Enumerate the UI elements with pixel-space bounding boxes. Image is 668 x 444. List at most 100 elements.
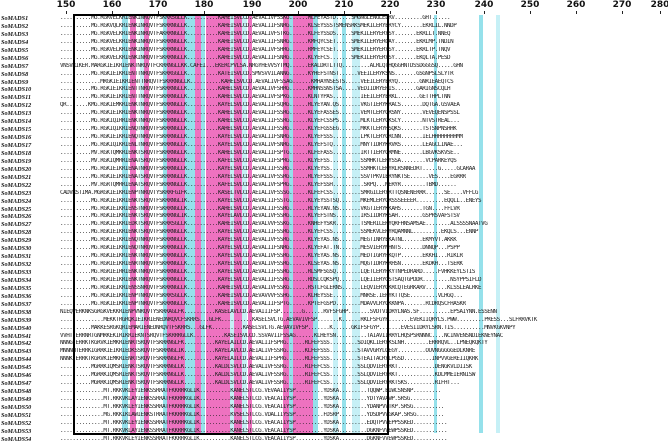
sequence-name: SoMADS41 xyxy=(1,332,32,340)
sequence-name: SoMADS43 xyxy=(1,348,32,356)
sequence-name: SoMADS52 xyxy=(1,419,32,427)
sequence-residues: ..........MG.RGRIEIRRIENKTNRQVTFSKRRNGLL… xyxy=(60,269,475,275)
ruler-tick-mark xyxy=(622,11,623,14)
sequence-residues: ..........MG.RGKIEIKRIENKTNRQVTFSKRRNGLL… xyxy=(60,253,463,260)
sequence-residues: ..............MT.RKKVKLEYIENKSSRRATFKKRR… xyxy=(60,419,448,426)
sequence-residues: ..........MG.RGKVELKRIENKINRQVTFSKRRNGLL… xyxy=(60,38,454,45)
sequence-residues: ..........MG.RGKIEIKRIENTTNRQVTFSKRRGGLL… xyxy=(60,70,454,77)
sequence-residues: ..........MV.RGRTQMRRIENATSRQVTFSKRRNGLL… xyxy=(60,181,457,188)
sequence-name: SoMADS53 xyxy=(1,427,32,435)
sequence-name: SoMADS13 xyxy=(1,110,32,118)
sequence-residues: ..........MG.RGKIEIKRIEDKTSRQVTFSKRRSGLL… xyxy=(60,221,488,228)
ruler-tick-label: 160 xyxy=(102,0,122,10)
sequence-name: SoMADS30 xyxy=(1,245,32,253)
sequence-residues: ..........MG.RGKIEIKRIENKTNRQVTFSKRRNGLL… xyxy=(60,110,460,117)
sequence-residues: ..............MT.RKKVKLAYIENKSSRRATFKKRR… xyxy=(60,427,448,434)
sequence-name: SoMADS6 xyxy=(1,54,29,62)
ruler-tick-label: 220 xyxy=(380,0,400,10)
sequence-name: SoMADS23 xyxy=(1,189,32,197)
ruler-tick-label: 260 xyxy=(566,0,586,10)
sequence-name: SoMADS19 xyxy=(1,157,32,165)
ruler-tick-label: 280 xyxy=(650,0,668,10)
sequence-residues: QR.......KMG.RGKIEMKRIENKTNRQVTFSKRRNGLL… xyxy=(60,102,460,109)
sequence-name: SoMADS50 xyxy=(1,403,32,411)
sequence-name: SoMADS38 xyxy=(1,308,32,316)
sequence-name: SoMADS25 xyxy=(1,205,32,213)
sequence-name: SoMADS4 xyxy=(1,38,29,46)
sequence-residues: ..........MV.RGKTQMKRIENKTSRQVTFSKRRNGLL… xyxy=(60,149,460,156)
sequence-name: SoMADS3 xyxy=(1,30,29,38)
sequence-residues: ..........MG.RGKIEIKRIENQTNRQVTFSKRRNGLL… xyxy=(60,245,460,252)
sequence-residues: ..........MG.RGKVELKRIENKINRQVTFSKRRNGLL… xyxy=(60,46,451,53)
ruler-tick-label: 230 xyxy=(426,0,446,10)
ruler-tick-label: 190 xyxy=(242,0,262,10)
ruler-tick-mark xyxy=(298,11,299,14)
sequence-name: SoMADS44 xyxy=(1,356,32,364)
sequence-name: SoMADS11 xyxy=(1,94,31,102)
ruler-tick-label: 270 xyxy=(612,0,632,10)
sequence-residues: VNSVRIKER.MARGKIEIKRIENKTNRQVTFCKRRNGLLK… xyxy=(60,62,463,69)
ruler-tick-mark xyxy=(344,11,345,14)
sequence-name: SoMADS9 xyxy=(1,78,29,86)
sequence-name: SoMADS39 xyxy=(1,316,32,324)
sequence-residues: ..........MG.RGKIEIKRIENATNRQVTFSKRRNGLL… xyxy=(60,165,475,172)
sequence-name: SoMADS40 xyxy=(1,324,32,332)
sequence-residues: ..........MG.RGKIEIKRIENTTNRQVTFSKRRNGLL… xyxy=(60,94,451,101)
sequence-name: SoMADS45 xyxy=(1,364,32,372)
sequence-residues: ..........MV.RGKIQMRRIENATSRQVTFSKRRNGLL… xyxy=(60,157,457,164)
sequence-name: SoMADS15 xyxy=(1,126,32,134)
sequence-name: SoMADS29 xyxy=(1,237,32,245)
sequence-residues: ..........MG.RGKVELKRIENKINRQVTFAKRRNGLL… xyxy=(60,30,451,37)
sequence-name: SoMADS1 xyxy=(1,15,29,22)
sequence-residues: ..........MG.RGRIEIKRIENKTNRQVTFSKRRNGLL… xyxy=(60,276,482,283)
ruler-tick-label: 150 xyxy=(56,0,76,10)
sequence-name: SoMADS31 xyxy=(1,253,32,261)
sequence-name: SoMADS54 xyxy=(1,435,32,443)
sequence-residues: ..........MG.RGKIQIKRIENQTNRQVTFSKRRNGLL… xyxy=(60,126,457,133)
sequence-name: SoMADS47 xyxy=(1,380,32,388)
sequence-name: SoMADS32 xyxy=(1,261,32,269)
ruler-tick-mark xyxy=(484,11,485,14)
sequence-residues: NNNKTERRKTKGRVKIEMKRIENRTSRQVTFSKRRNGLFK… xyxy=(60,356,479,363)
ruler-tick-mark xyxy=(204,11,205,14)
ruler-tick-mark xyxy=(158,11,159,14)
sequence-residues: ..............MEKKTRGRQKIEIKRIENEDNRQVCF… xyxy=(60,316,537,323)
sequence-residues: ..........MAKKESRGKQRIEMARIENEDNRQVTFSKR… xyxy=(60,324,516,331)
sequence-name: SoMADS48 xyxy=(1,388,32,396)
position-ruler: 150 160 170 180 190 200 210 220 230 240 250 260 270 2… xyxy=(0,0,668,14)
sequence-residues: VVHTTERRNRTGNMRKEKIRIKRIEKNTSRQVTFSKRRRG… xyxy=(60,332,503,339)
ruler-tick-label: 240 xyxy=(474,0,494,10)
sequence-name: SoMADS20 xyxy=(1,165,32,173)
sequence-residues: CADVRSTIMA.MGRGKIEIKRIENPTNRQVTYSKRRFGIF… xyxy=(60,189,479,196)
sequence-residues: MNNNHTERRKIGRRKIEIKRIEDKSSRQVTFSKRRNGLIK… xyxy=(60,348,475,355)
sequence-residues: ..........MGRRKIQMSRIENKTSRQVTFSKRRNGLLK… xyxy=(60,372,475,379)
ruler-tick-mark xyxy=(530,11,531,14)
ruler-tick-label: 200 xyxy=(288,0,308,10)
sequence-residues: ..............MT.RKKVKLEYIENKSSRRATFKKRR… xyxy=(60,388,441,395)
sequence-residues: ..........MGRRKIQMSRIENKTSRQVTFSKRRNGLLK… xyxy=(60,364,472,371)
sequence-name: SoMADS37 xyxy=(1,300,32,308)
sequence-name: SoMADS8 xyxy=(1,70,29,78)
sequence-name: SoMADS34 xyxy=(1,276,32,284)
sequence-name: SoMADS28 xyxy=(1,229,32,237)
sequence-name: SoMADS26 xyxy=(1,213,32,221)
sequence-residues: ..........MG.RGKIEIKRIENATSRQVTFSKRRNGLL… xyxy=(60,173,466,180)
sequence-residues: ..........MG.RGKIEIKRIENSTNRQVTFSKRRNGLL… xyxy=(60,205,460,212)
sequence-name: SoMADS36 xyxy=(1,292,32,300)
sequence-name: SoMADS46 xyxy=(1,372,32,380)
sequence-name: SoMADS24 xyxy=(1,197,32,205)
sequence-residues: ..........MG.RGKIQIKRIENLTNRQVTFSKRRNGLL… xyxy=(60,142,463,148)
sequence-residues: .............MRGKIEIKRIENTTNRQVTFSKRRNGL… xyxy=(60,78,454,85)
sequence-residues: ..........MG.RGRIEIKRIENRTNRQVTFSKRRNGLL… xyxy=(60,261,463,268)
sequence-name: SoMADS22 xyxy=(1,181,32,189)
sequence-residues: ..........MG.RGKIEIKRIENKTSRQVTFSKRRNGLL… xyxy=(60,229,479,236)
sequence-name: SoMADS35 xyxy=(1,284,32,292)
ruler-tick-mark xyxy=(576,11,577,14)
sequence-name: SoMADS14 xyxy=(1,118,32,126)
sequence-residues: ..............MT.RKKVKLEYIENKSSRRATFKKRR… xyxy=(60,403,444,410)
ruler-tick-mark xyxy=(660,11,661,14)
sequence-name-column: SoMADS1 SoMADS2 SoMADS3 SoMADS4 SoMADS5 SoMAD… xyxy=(0,15,62,444)
sequence-residues: NIEQVERKNKSGRGKVEKKRIENPVNRQVTYSKRRAGLFK… xyxy=(60,308,497,315)
sequence-residues: ..........MG.RGKIEIKRIENPTNRQVTFSKRRSGLL… xyxy=(60,292,463,299)
sequence-name: SoMADS5 xyxy=(1,46,29,54)
